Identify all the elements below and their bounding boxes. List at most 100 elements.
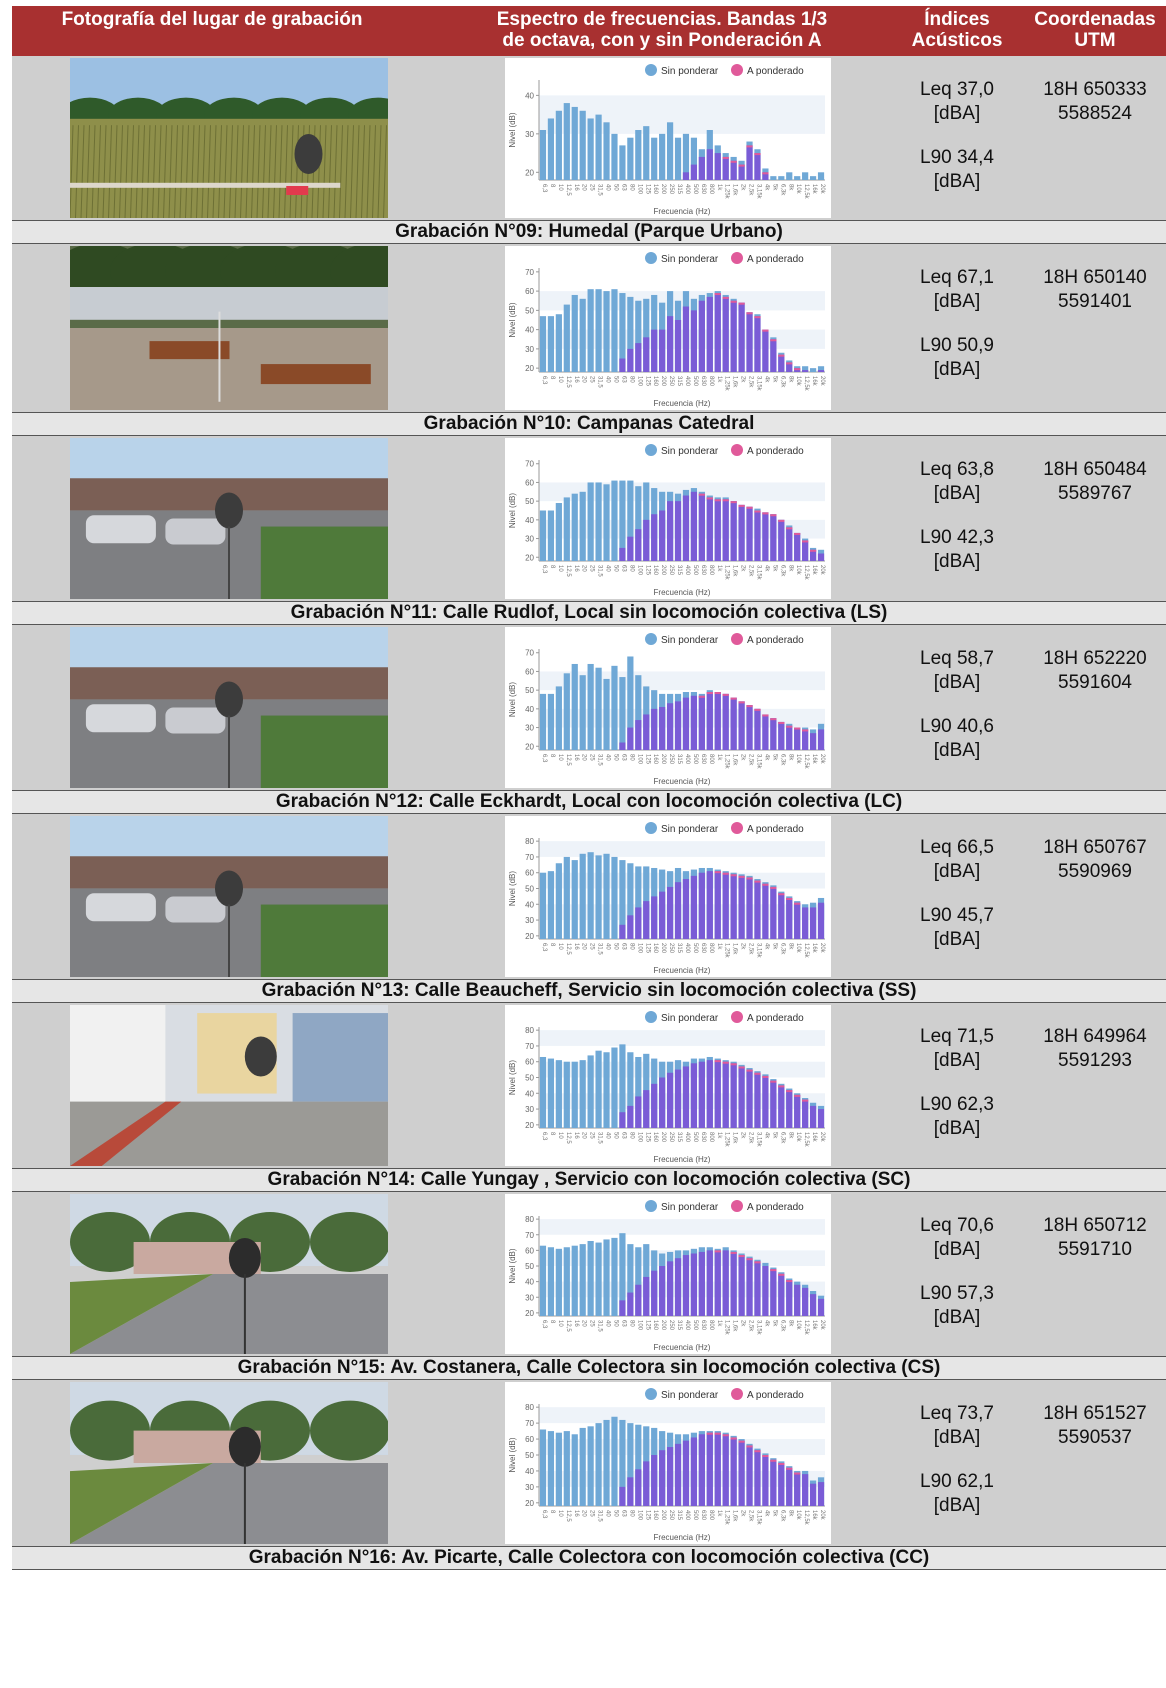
bar-aweighted-cap	[802, 1099, 809, 1102]
x-tick-label: 12,5k	[803, 1132, 809, 1148]
bar-aweighted-cap	[730, 300, 737, 303]
bar-unweighted	[547, 1431, 555, 1506]
header-spectrum: Espectro de frecuencias. Bandas 1/3 de o…	[452, 9, 872, 51]
x-tick-label: 160	[652, 184, 658, 195]
acoustic-indices: Leq 58,7 [dBA] L90 40,6 [dBA]	[892, 647, 1022, 763]
x-axis-label: Frecuencia (Hz)	[654, 777, 711, 786]
bar-aweighted	[722, 296, 729, 372]
x-tick-label: 400	[684, 1320, 690, 1331]
y-tick-label: 60	[525, 869, 534, 878]
bar-unweighted	[674, 137, 682, 180]
bar-aweighted-cap	[730, 501, 737, 504]
x-tick-label: 6,3	[541, 184, 547, 193]
bar-aweighted	[682, 172, 690, 180]
recording-caption: Grabación N°11: Calle Rudlof, Local sin …	[12, 601, 1166, 625]
x-tick-label: 2k	[740, 754, 746, 761]
bar-aweighted	[714, 293, 721, 372]
bar-unweighted	[555, 110, 562, 180]
x-tick-label: 50	[612, 565, 618, 572]
bar-aweighted	[643, 901, 650, 939]
x-tick-label: 3,15k	[755, 1320, 761, 1336]
x-tick-label: 800	[708, 184, 714, 195]
y-tick-label: 70	[525, 1231, 534, 1240]
bar-aweighted	[722, 872, 729, 939]
bar-aweighted	[722, 499, 729, 561]
y-axis-label: Nivel (dB)	[508, 682, 517, 717]
y-tick-label: 50	[525, 306, 534, 315]
bar-aweighted	[690, 875, 698, 939]
x-tick-label: 250	[668, 1320, 674, 1331]
x-tick-label: 8	[549, 184, 555, 188]
x-tick-label: 400	[684, 565, 690, 576]
bar-aweighted	[706, 692, 713, 750]
bar-aweighted	[619, 1112, 626, 1128]
y-tick-label: 20	[525, 168, 534, 177]
bar-aweighted	[690, 1253, 698, 1316]
spectrum-chart-svg: Sin ponderar A ponderado20304050607080Niv…	[508, 822, 825, 975]
bar-aweighted	[730, 697, 737, 750]
x-tick-label: 800	[708, 565, 714, 576]
chart-legend: Sin ponderar A ponderado	[645, 1200, 804, 1213]
bar-aweighted	[762, 1266, 769, 1316]
bar-unweighted	[539, 1245, 547, 1316]
x-tick-label: 6,3	[541, 1132, 547, 1141]
x-tick-label: 10k	[795, 1320, 801, 1331]
x-tick-label: 3,15k	[755, 1510, 761, 1526]
legend-unweighted-label: Sin ponderar	[661, 1390, 719, 1401]
bar-aweighted	[659, 706, 666, 750]
bar-aweighted	[722, 1250, 729, 1316]
x-tick-label: 200	[660, 1510, 666, 1521]
bar-unweighted	[603, 122, 610, 180]
x-axis-label: Frecuencia (Hz)	[654, 588, 711, 597]
bar-aweighted-cap	[698, 493, 705, 496]
bar-aweighted	[794, 532, 801, 561]
x-tick-label: 20k	[819, 565, 825, 576]
bar-aweighted	[738, 875, 745, 939]
grid-band	[539, 1061, 825, 1078]
bar-aweighted	[659, 1266, 666, 1316]
x-tick-label: 630	[700, 1320, 706, 1331]
x-tick-label: 5k	[771, 1510, 777, 1517]
bar-unweighted	[690, 137, 698, 180]
spectrum-chart: Sin ponderar A ponderado 20 30 40 50 60 70 Nivel…	[505, 246, 831, 410]
l90-unit: [dBA]	[933, 1118, 981, 1139]
x-tick-label: 80	[628, 376, 634, 383]
l90-unit: [dBA]	[933, 929, 981, 950]
legend-aweighted-label: A ponderado	[747, 635, 804, 646]
x-tick-label: 10k	[795, 943, 801, 954]
bar-aweighted-cap	[714, 499, 721, 502]
x-tick-label: 31,5	[597, 754, 603, 766]
x-tick-label: 1k	[716, 1320, 722, 1327]
bar-aweighted	[794, 1284, 801, 1316]
bar-aweighted-cap	[786, 527, 793, 530]
x-tick-label: 6,3	[541, 1510, 547, 1519]
bar-aweighted	[627, 348, 634, 372]
bar-unweighted	[794, 176, 801, 180]
bar-unweighted	[555, 686, 562, 750]
bar-aweighted	[802, 1474, 809, 1506]
bar-unweighted	[587, 1426, 594, 1506]
bar-aweighted	[730, 874, 737, 939]
site-photo	[70, 246, 388, 410]
y-tick-label: 80	[525, 837, 534, 846]
x-axis-label: Frecuencia (Hz)	[654, 1533, 711, 1542]
x-tick-label: 125	[644, 754, 650, 765]
x-tick-label: 80	[628, 1510, 634, 1517]
x-tick-label: 12,5k	[803, 754, 809, 770]
y-tick-label: 70	[525, 1042, 534, 1051]
bar-aweighted	[770, 514, 777, 561]
bar-aweighted	[754, 316, 761, 372]
bar-aweighted	[659, 329, 666, 372]
x-tick-label: 4k	[763, 943, 769, 950]
bar-unweighted	[595, 855, 602, 939]
grid-band	[539, 904, 825, 921]
x-tick-label: 4k	[763, 184, 769, 191]
bar-unweighted	[563, 497, 570, 561]
x-tick-label: 2,5k	[748, 1320, 754, 1332]
bar-aweighted	[730, 300, 737, 372]
x-tick-label: 800	[708, 376, 714, 387]
bar-unweighted	[817, 366, 825, 372]
l90-unit: [dBA]	[933, 740, 981, 761]
x-tick-label: 6,3k	[779, 565, 785, 577]
bar-aweighted-cap	[778, 893, 785, 896]
